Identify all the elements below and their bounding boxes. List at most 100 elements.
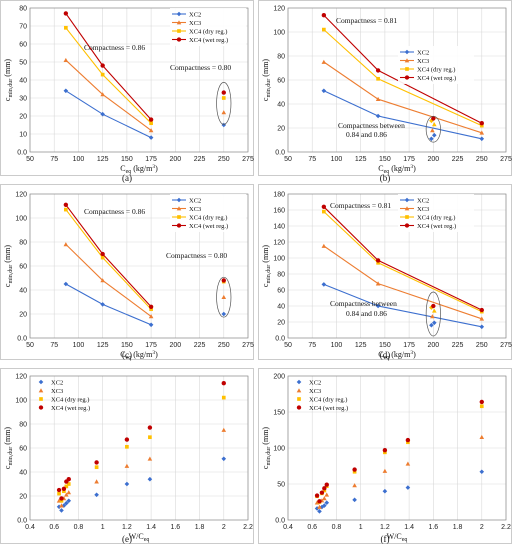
y-tick-label: 0.0	[275, 149, 285, 156]
data-point-2	[94, 465, 99, 470]
isolated-point	[221, 122, 227, 128]
isolated-point	[221, 96, 226, 100]
x-tick-label: 2.2	[501, 524, 511, 531]
data-point-0	[59, 508, 64, 513]
y-tick-label: 120	[15, 191, 27, 198]
y-tick-label: 120	[273, 239, 285, 246]
data-point-0	[66, 498, 72, 504]
data-point-0	[479, 469, 485, 475]
legend-marker	[176, 20, 182, 25]
legend-entry: XC4 (dry reg.)	[189, 28, 227, 35]
legend-entry: XC3	[51, 388, 63, 395]
data-point-2	[479, 404, 484, 409]
data-point-2	[376, 260, 380, 265]
legend-marker	[405, 215, 409, 219]
legend-entry: XC4 (wet reg.)	[189, 37, 228, 44]
legend-entry: XC3	[417, 58, 429, 65]
y-tick-label: 20	[19, 493, 27, 500]
annotation-text: Compactness between	[330, 299, 397, 308]
x-tick-label: 275	[500, 156, 512, 163]
data-point-1	[479, 130, 485, 135]
annotation-text: Compactness between	[338, 121, 405, 130]
legend-entry: XC3	[189, 20, 201, 27]
legend-marker	[177, 215, 181, 219]
chart-panel-e: 0.0 20 40 60 80 100 120 0.4 0.6 0.8 1 1.2 1.4 1.6 1.8 2…	[0, 368, 254, 544]
data-point-1	[321, 243, 327, 248]
isolated-point	[432, 320, 437, 326]
data-point-0	[56, 504, 62, 510]
x-axis-label: W/Ceq	[129, 532, 150, 543]
x-tick-label: 175	[145, 156, 157, 163]
x-tick-label: 150	[121, 156, 133, 163]
isolated-point	[430, 314, 435, 319]
x-tick-label: 250	[476, 156, 488, 163]
data-point-3	[147, 425, 153, 430]
y-tick-label: 0.0	[17, 149, 27, 156]
legend-entry: XC4 (dry reg.)	[309, 396, 347, 403]
y-tick-label: 100	[273, 29, 285, 36]
y-tick-label: 40	[277, 101, 285, 108]
x-tick-label: 0.6	[307, 524, 317, 531]
x-tick-label: 225	[194, 156, 206, 163]
data-point-0	[314, 506, 320, 511]
y-axis-label: cmin,dur (mm)	[261, 59, 272, 102]
y-tick-label: 20	[19, 113, 27, 120]
y-tick-label: 50	[277, 481, 285, 488]
legend-marker	[404, 75, 410, 80]
data-point-2	[57, 491, 61, 496]
x-tick-label: 250	[476, 342, 488, 349]
data-point-1	[59, 503, 64, 508]
x-tick-label: 1.6	[170, 524, 180, 531]
x-tick-label: 150	[379, 342, 391, 349]
data-point-1	[322, 496, 327, 501]
isolated-point	[432, 122, 437, 127]
legend-marker	[176, 197, 182, 203]
x-tick-label: 275	[242, 156, 254, 163]
data-point-1	[375, 281, 381, 286]
data-point-3	[322, 486, 327, 491]
plot-area	[29, 375, 249, 521]
y-tick-label: 140	[273, 223, 285, 230]
isolated-point	[432, 308, 437, 313]
legend-entry: XC4 (wet reg.)	[417, 75, 456, 82]
y-tick-label: 160	[273, 207, 285, 214]
legend-marker	[404, 49, 410, 55]
data-point-1	[124, 463, 130, 468]
legend-entry: XC4 (dry reg.)	[417, 66, 455, 73]
x-tick-label: 1.6	[428, 524, 438, 531]
data-point-1	[100, 92, 105, 97]
data-point-1	[94, 479, 99, 484]
x-tick-label: 2	[222, 524, 226, 531]
x-tick-label: 50	[26, 342, 34, 349]
isolated-point	[221, 110, 227, 115]
legend-marker	[404, 58, 410, 63]
y-tick-label: 100	[15, 397, 27, 404]
x-tick-label: 250	[218, 342, 230, 349]
x-tick-label: 175	[145, 342, 157, 349]
legend-entry: XC4 (dry reg.)	[417, 214, 455, 221]
legend-entry: XC2	[189, 11, 201, 18]
data-point-3	[317, 499, 322, 504]
legend-marker	[404, 197, 410, 203]
x-tick-label: 125	[355, 342, 367, 349]
isolated-point	[221, 90, 226, 95]
x-tick-label: 1.8	[195, 524, 205, 531]
x-tick-label: 200	[169, 342, 181, 349]
isolated-point	[221, 311, 227, 317]
y-tick-label: 40	[19, 77, 27, 84]
annotation-text: 0.84 and 0.86	[346, 130, 387, 139]
y-tick-label: 50	[19, 59, 27, 66]
data-point-0	[148, 135, 154, 140]
annotation-text: Compactness = 0.81	[336, 16, 397, 25]
legend-marker	[404, 206, 410, 211]
x-tick-label: 75	[308, 156, 316, 163]
x-tick-label: 0.4	[283, 524, 293, 531]
y-tick-label: 40	[277, 303, 285, 310]
legend-entry: XC4 (wet reg.)	[189, 223, 228, 230]
legend-entry: XC3	[189, 206, 201, 213]
data-point-2	[62, 489, 66, 494]
data-point-0	[479, 136, 485, 142]
data-point-3	[479, 307, 484, 313]
data-point-3	[94, 460, 99, 465]
